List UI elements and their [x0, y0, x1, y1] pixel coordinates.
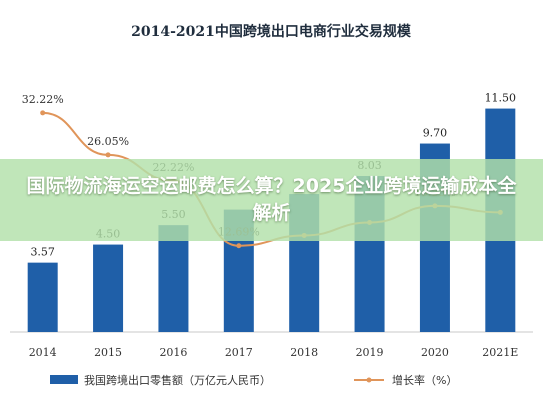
- bar-2014: [27, 262, 58, 332]
- overlay-headline[interactable]: 国际物流海运空运邮费怎么算？2025企业跨境运输成本全解析: [26, 175, 517, 224]
- legend-line-marker: [366, 377, 372, 383]
- chart-title: 2014-2021中国跨境出口电商行业交易规模: [131, 23, 412, 40]
- legend-line-label: 增长率（%）: [392, 373, 457, 387]
- overlay-banner[interactable]: 国际物流海运空运邮费怎么算？2025企业跨境运输成本全解析: [0, 159, 543, 241]
- growth-point: [105, 152, 111, 158]
- bar-value-label: 3.57: [30, 246, 55, 259]
- bar-2016: [158, 225, 189, 332]
- x-tick-label: 2017: [225, 346, 253, 359]
- bar-value-label: 9.70: [423, 127, 448, 140]
- x-tick-label: 2014: [29, 346, 57, 359]
- x-tick-label: 2019: [356, 346, 384, 359]
- bar-2015: [93, 244, 124, 332]
- legend-bar-swatch: [50, 375, 78, 384]
- x-tick-label: 2016: [159, 346, 187, 359]
- legend: 我国跨境出口零售额（万亿元人民币） 增长率（%）: [50, 373, 457, 387]
- growth-value-label: 26.05%: [87, 135, 129, 148]
- growth-value-label: 32.22%: [22, 93, 64, 106]
- growth-point: [40, 110, 46, 116]
- x-tick-label: 2020: [421, 346, 449, 359]
- growth-point: [236, 243, 242, 249]
- x-tick-label: 2015: [94, 346, 122, 359]
- bar-value-label: 11.50: [485, 92, 517, 105]
- legend-bar-label: 我国跨境出口零售额（万亿元人民币）: [84, 373, 271, 387]
- x-tick-label: 2018: [290, 346, 318, 359]
- x-tick-group: 2014 2015 2016 2017 2018 2019 2020 2021E: [29, 346, 519, 359]
- x-tick-label: 2021E: [482, 346, 518, 359]
